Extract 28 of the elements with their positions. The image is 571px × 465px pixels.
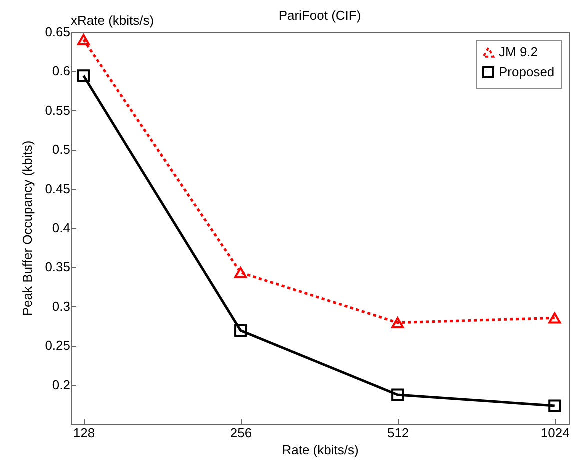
x-tick-label: 512 xyxy=(387,426,410,440)
y-tick-label: 0.65 xyxy=(45,24,70,40)
point xyxy=(234,324,248,337)
y-tick-label: 0.4 xyxy=(52,220,70,236)
text: xRate (kbits/s) xyxy=(71,13,154,28)
y-tick-label: 0.25 xyxy=(45,338,70,354)
point xyxy=(548,312,562,324)
y-tick-label: 0.45 xyxy=(45,181,70,196)
x-tick-label: 1024 xyxy=(540,426,570,440)
legend-label: Proposed xyxy=(499,64,555,80)
y-tick-label: 0.55 xyxy=(45,102,70,118)
y-tick-label: 0.35 xyxy=(45,260,70,275)
chart-title: PariFoot (CIF) xyxy=(278,8,362,23)
point xyxy=(77,34,90,46)
x-tick-label: 128 xyxy=(73,426,96,440)
y-tick-label: 0.5 xyxy=(52,142,70,158)
y-tick-label: 0.2 xyxy=(52,377,70,392)
x-axis-title: Rate (kbits/s) xyxy=(282,442,359,458)
point xyxy=(548,400,562,412)
point xyxy=(77,70,90,82)
point xyxy=(392,388,404,402)
y-tick-label: 0.6 xyxy=(52,64,70,79)
point xyxy=(234,267,248,278)
y-tick-label: 0.3 xyxy=(52,298,70,314)
point xyxy=(392,317,404,328)
legend-label: JM 9.2 xyxy=(499,44,538,60)
y-axis-title: Peak Buffer Occupancy (kbits) xyxy=(20,140,36,316)
x-tick-label: 256 xyxy=(230,426,252,440)
